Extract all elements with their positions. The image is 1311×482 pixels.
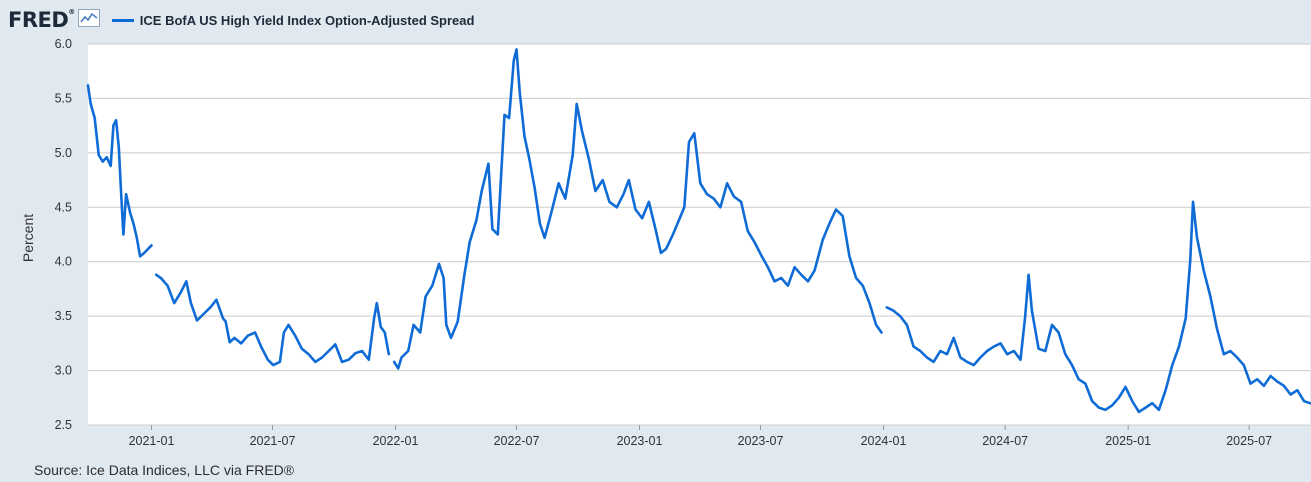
x-tick-label: 2025-07 — [1226, 434, 1272, 448]
y-tick-label: 3.5 — [55, 309, 72, 323]
fred-logo[interactable]: FRED® — [8, 8, 75, 32]
legend-swatch — [111, 18, 134, 22]
x-tick-label: 2022-07 — [494, 434, 540, 448]
x-tick-label: 2024-01 — [861, 434, 907, 448]
plot-area — [88, 44, 1310, 425]
x-tick-label: 2023-07 — [738, 434, 784, 448]
y-tick-label: 6.0 — [55, 37, 72, 51]
series-line[interactable] — [86, 48, 1311, 414]
x-tick-label: 2025-01 — [1105, 434, 1151, 448]
x-tick-label: 2021-01 — [129, 434, 175, 448]
source-note: Source: Ice Data Indices, LLC via FRED® — [34, 462, 295, 478]
y-tick-label: 3.0 — [55, 364, 72, 378]
series-layer[interactable] — [86, 48, 1311, 414]
x-tick-label: 2024-07 — [982, 434, 1028, 448]
gridlines — [88, 43, 1310, 426]
y-tick-label: 4.5 — [55, 200, 72, 214]
logo-registered-mark: ® — [68, 8, 75, 16]
y-tick-label: 4.0 — [55, 255, 72, 269]
x-tick-label: 2021-07 — [250, 434, 296, 448]
y-tick-label: 5.0 — [55, 146, 72, 160]
legend[interactable]: ICE BofA US High Yield Index Option-Adju… — [111, 12, 475, 28]
y-axis-label: Percent — [20, 214, 36, 262]
y-tick-label: 5.5 — [55, 91, 72, 105]
x-tick-label: 2022-01 — [373, 434, 419, 448]
x-tick-label: 2023-01 — [617, 434, 663, 448]
legend-label: ICE BofA US High Yield Index Option-Adju… — [139, 12, 475, 28]
chart-header: FRED® ICE BofA US High Yield Index Optio… — [8, 6, 474, 34]
logo-text: FRED — [8, 8, 69, 32]
y-axis-ticks: 2.5 3.0 3.5 4.0 4.5 5.0 5.5 6.0 — [55, 37, 72, 432]
x-axis-ticks: 2021-01 2021-07 2022-01 2022-07 2023-01 2023-… — [129, 425, 1272, 448]
y-tick-label: 2.5 — [55, 418, 72, 432]
line-graph-icon — [77, 9, 100, 32]
